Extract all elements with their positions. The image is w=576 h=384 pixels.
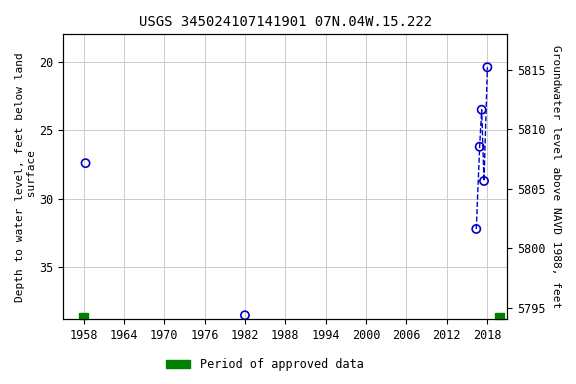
- Bar: [495, 313, 504, 319]
- Point: [475, 144, 484, 150]
- Point: [240, 312, 249, 318]
- Y-axis label: Depth to water level, feet below land
 surface: Depth to water level, feet below land su…: [15, 52, 37, 302]
- Point: [479, 178, 488, 184]
- Legend: Period of approved data: Period of approved data: [162, 354, 368, 376]
- Point: [477, 107, 486, 113]
- Y-axis label: Groundwater level above NAVD 1988, feet: Groundwater level above NAVD 1988, feet: [551, 45, 561, 308]
- Point: [483, 64, 492, 70]
- Point: [472, 226, 481, 232]
- Bar: [79, 313, 88, 319]
- Title: USGS 345024107141901 07N.04W.15.222: USGS 345024107141901 07N.04W.15.222: [139, 15, 432, 29]
- Point: [81, 160, 90, 166]
